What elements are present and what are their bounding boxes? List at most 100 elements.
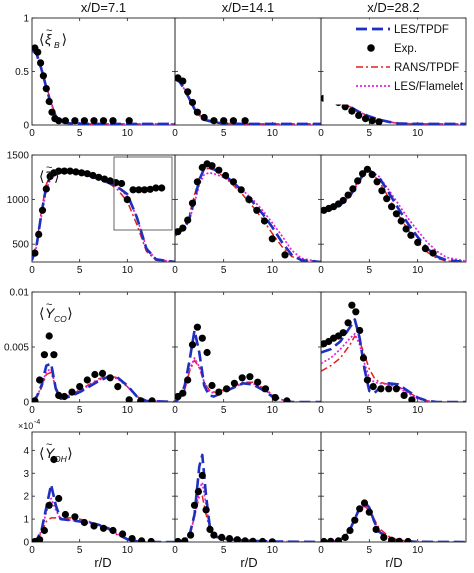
exp-point: [90, 522, 98, 530]
exp-point: [241, 537, 249, 542]
exp-point: [361, 115, 370, 123]
x-tick-label: 0: [172, 128, 178, 139]
exp-point: [246, 373, 254, 381]
exp-point: [50, 455, 58, 464]
exp-point: [359, 170, 367, 178]
exp-point: [42, 85, 50, 93]
panel-frame: [174, 154, 322, 263]
exp-point: [414, 238, 422, 246]
x-tick-label: 0: [318, 405, 324, 416]
quantity-symbol: Y: [45, 305, 56, 321]
exp-point: [175, 537, 182, 542]
exp-point: [377, 385, 385, 393]
exp-point: [404, 537, 412, 542]
exp-point: [346, 526, 354, 535]
exp-point: [344, 191, 352, 199]
exp-point: [383, 195, 391, 203]
exp-point: [363, 376, 371, 384]
exp-point: [45, 332, 53, 340]
x-tick-label: 0: [29, 128, 35, 139]
exp-point: [355, 111, 363, 119]
panel-frame: [320, 431, 467, 543]
quantity-subscript: OH: [54, 454, 68, 464]
panel-quantity-label: ⟨ Y~OH ⟩: [39, 439, 73, 464]
x-tick-label: 5: [367, 128, 373, 139]
exp-point: [32, 249, 39, 257]
tilde-accent: ~: [46, 299, 52, 311]
quantity-symbol: Y: [45, 445, 56, 461]
exp-point: [146, 185, 154, 193]
exp-point: [188, 98, 197, 107]
exp-point: [254, 378, 262, 386]
tilde-accent: ~: [46, 439, 52, 451]
panel-r1-c2: 0 5 10: [172, 17, 322, 139]
exp-point: [181, 537, 189, 542]
exp-point: [99, 117, 108, 125]
exp-point: [378, 187, 386, 195]
exp-point: [188, 199, 197, 207]
panel-r4-c1: 0 5 10 0 1 2 3 4 ⟨ Y~OH ⟩: [23, 431, 176, 556]
y-tick-label: 0.01: [10, 288, 30, 299]
les-tpdf-line: [175, 453, 321, 542]
x-tick-label: 10: [122, 405, 134, 416]
exp-point: [200, 113, 208, 122]
panel-r4-c3: 0 5 10: [318, 431, 467, 556]
y-tick-label: 0: [23, 538, 29, 549]
angle-open: ⟨: [39, 445, 44, 461]
exp-point: [78, 169, 86, 177]
les-flamelet-line: [321, 170, 466, 262]
legend-entry-2: Exp.: [367, 43, 417, 55]
exp-point: [179, 389, 187, 397]
angle-open: ⟨: [39, 168, 44, 184]
plot-area: [321, 499, 466, 542]
x-tick-label: 10: [412, 265, 424, 276]
exp-point: [99, 524, 108, 532]
y-exponent: ×10 -4: [18, 419, 40, 431]
exp-point: [349, 185, 357, 193]
exp-point: [344, 319, 352, 327]
exp-point: [71, 117, 79, 125]
exp-point: [429, 249, 437, 257]
exp-point: [55, 117, 63, 125]
les-tpdf-line: [321, 318, 466, 402]
exp-point: [369, 383, 377, 391]
exp-point: [118, 179, 126, 188]
exp-point: [241, 117, 249, 125]
x-tick-label: 5: [77, 128, 83, 139]
exp-point: [245, 196, 253, 204]
exp-point: [249, 537, 257, 542]
exp-point: [123, 196, 131, 204]
les-tpdf-line: [32, 168, 175, 262]
x-tick-label: 10: [267, 405, 279, 416]
legend-entry-1: LES/TPDF: [356, 24, 449, 36]
exp-point: [421, 245, 429, 253]
les-flamelet-line: [175, 78, 321, 125]
les-flamelet-line: [32, 497, 175, 542]
exp-point: [60, 167, 68, 175]
exp-point: [356, 326, 364, 335]
panel-r3-c3: 0 5 10: [318, 291, 467, 416]
angle-close: ⟩: [62, 31, 67, 47]
plot-area: [32, 455, 175, 542]
x-axis-label-3: r/D: [385, 555, 402, 570]
x-tick-label: 5: [221, 545, 227, 556]
les-tpdf-line: [175, 329, 321, 402]
exp-point: [35, 230, 43, 238]
plot-area: [175, 160, 321, 262]
rans-tpdf-line: [175, 359, 321, 402]
x-tick-label: 10: [412, 128, 424, 139]
exp-point: [334, 537, 342, 542]
x-tick-label: 0: [172, 265, 178, 276]
exp-point: [61, 117, 69, 125]
exp-point: [38, 206, 47, 214]
rans-tpdf-line: [175, 77, 321, 125]
exponent-base: ×10: [18, 421, 33, 431]
panel-r1-c3: 0 5 10: [318, 17, 467, 139]
exp-point: [260, 217, 269, 225]
plot-area: [175, 323, 321, 402]
exp-point: [128, 535, 136, 542]
x-tick-label: 5: [367, 265, 373, 276]
exp-point: [327, 537, 335, 542]
exp-point: [90, 117, 98, 125]
